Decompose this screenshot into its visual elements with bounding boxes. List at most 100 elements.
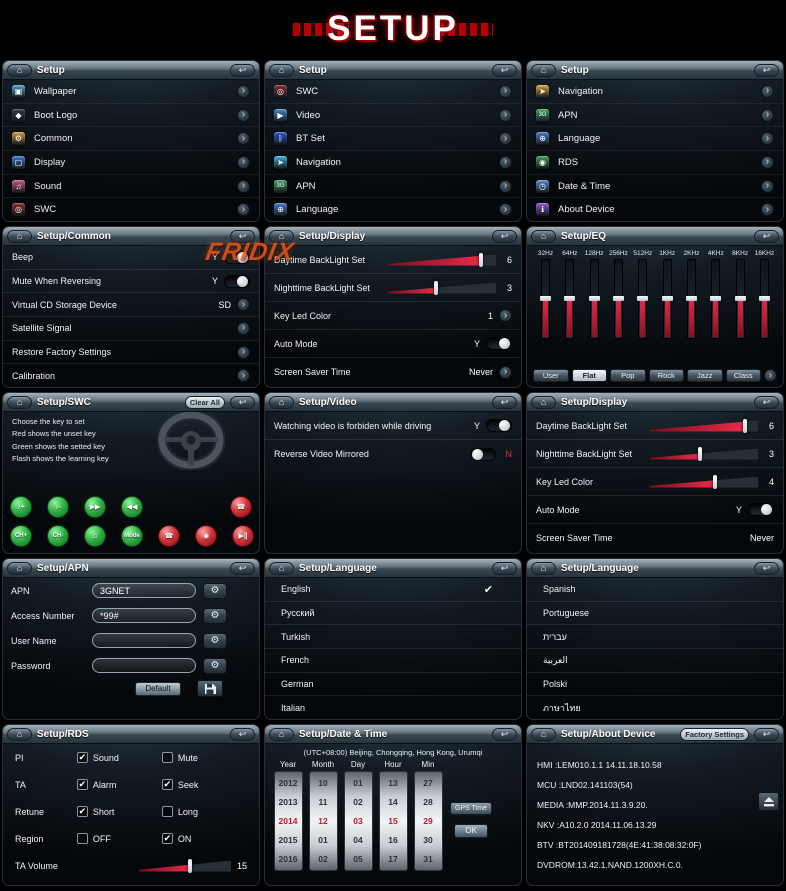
home-button[interactable]: ⌂ — [7, 561, 32, 575]
language-item[interactable]: French — [265, 649, 521, 673]
chevron-icon[interactable]: › — [499, 132, 512, 146]
chevron-icon[interactable]: › — [237, 108, 250, 122]
slider[interactable] — [388, 280, 496, 295]
menu-item[interactable]: ℹ About Device › — [527, 198, 783, 221]
picker-value[interactable]: 10 — [318, 777, 328, 788]
checkbox[interactable]: ✔ — [76, 752, 88, 763]
picker-value[interactable]: 15 — [388, 816, 398, 826]
home-button[interactable]: ⌂ — [269, 561, 294, 575]
home-button[interactable]: ⌂ — [7, 63, 32, 77]
eq-preset-class-button[interactable]: Class — [725, 369, 761, 382]
picker-value[interactable]: 28 — [423, 796, 433, 807]
home-button[interactable]: ⌂ — [531, 561, 556, 575]
gps-time-button[interactable]: GPS Time — [450, 801, 492, 815]
power-button[interactable]: ◉ — [195, 525, 217, 547]
checkbox[interactable]: ✔ — [161, 833, 173, 844]
language-item[interactable]: Polski — [527, 673, 783, 697]
back-button[interactable]: ↩ — [754, 63, 779, 77]
language-item[interactable]: Turkish — [265, 625, 521, 650]
ok-button[interactable]: OK — [454, 823, 488, 838]
language-item[interactable]: Italian — [265, 696, 521, 719]
picker-min[interactable]: 27 28 29 30 31 — [413, 771, 443, 871]
mode-button[interactable]: Mode — [121, 525, 143, 547]
picker-value[interactable]: 31 — [423, 854, 433, 865]
picker-value[interactable]: 17 — [388, 854, 398, 865]
picker-value[interactable]: 14 — [388, 796, 398, 807]
chevron-icon[interactable]: › — [761, 155, 774, 169]
home-button[interactable]: ⌂ — [7, 229, 32, 243]
chevron-icon[interactable]: › — [761, 108, 774, 122]
back-button[interactable]: ↩ — [754, 561, 779, 575]
slider[interactable] — [138, 858, 231, 873]
picker-value[interactable]: 13 — [388, 777, 398, 788]
menu-item[interactable]: 3G APN › — [527, 104, 783, 128]
chevron-icon[interactable]: › — [237, 179, 250, 193]
language-item[interactable]: German — [265, 673, 521, 697]
picker-value[interactable]: 2016 — [278, 854, 298, 865]
hangup-call-button[interactable]: ☎ — [158, 525, 180, 547]
language-item[interactable]: Spanish — [527, 578, 783, 602]
slider[interactable] — [650, 446, 758, 461]
picker-value[interactable]: 02 — [318, 854, 328, 865]
menu-item[interactable]: 3G APN › — [265, 175, 521, 199]
eq-band-knob[interactable] — [637, 296, 649, 301]
language-item[interactable]: ภาษาไทย — [527, 696, 783, 719]
chevron-icon[interactable]: › — [761, 132, 774, 146]
chevron-icon[interactable]: › — [237, 321, 250, 335]
chevron-icon[interactable]: › — [761, 84, 774, 98]
eq-band-knob[interactable] — [540, 296, 551, 301]
eq-preset-flat-button[interactable]: Flat — [571, 369, 607, 382]
home-button[interactable]: ⌂ — [269, 727, 294, 741]
eq-preset-user-button[interactable]: User — [533, 369, 569, 382]
prev-track-button[interactable]: ◀◀ — [121, 496, 143, 518]
picker-value[interactable]: 12 — [318, 816, 328, 826]
checkbox[interactable] — [161, 806, 173, 817]
back-button[interactable]: ↩ — [492, 727, 517, 741]
chevron-icon[interactable]: › — [761, 203, 774, 217]
field-settings-button[interactable]: ⚙ — [203, 582, 227, 599]
picker-value[interactable]: 2015 — [278, 835, 298, 846]
menu-item[interactable]: ➤ Navigation › — [527, 80, 783, 104]
home-button[interactable]: ⌂ — [7, 395, 32, 409]
language-item[interactable]: English ✔ — [265, 578, 521, 602]
home-button[interactable]: ⌂ — [531, 63, 556, 77]
slider-knob[interactable] — [187, 858, 192, 873]
home-button[interactable]: ⌂ — [269, 395, 294, 409]
language-item[interactable]: עברית — [527, 625, 783, 650]
eq-band-slider[interactable] — [758, 259, 770, 339]
picker-day[interactable]: 01 02 03 04 05 — [343, 771, 373, 871]
picker-value[interactable]: 2014 — [278, 816, 298, 826]
picker-value[interactable]: 03 — [353, 816, 363, 826]
menu-item[interactable]: ⊕ Language › — [265, 198, 521, 221]
home-button[interactable]: ⌂ — [7, 727, 32, 741]
back-button[interactable]: ↩ — [754, 395, 779, 409]
picker-value[interactable]: 02 — [353, 796, 363, 807]
back-button[interactable]: ↩ — [230, 561, 255, 575]
back-button[interactable]: ↩ — [754, 727, 779, 741]
eq-band-knob[interactable] — [710, 296, 722, 301]
toggle-switch[interactable] — [470, 447, 496, 461]
checkbox[interactable]: ✔ — [161, 779, 173, 790]
back-button[interactable]: ↩ — [492, 229, 517, 243]
chevron-icon[interactable]: › — [761, 179, 774, 193]
menu-item[interactable]: ◎ SWC › — [265, 80, 521, 104]
eq-preset-pop-button[interactable]: Pop — [610, 369, 646, 382]
language-item[interactable]: العربية — [527, 649, 783, 673]
eq-band-slider[interactable] — [588, 259, 600, 339]
picker-value[interactable]: 05 — [353, 854, 363, 865]
chevron-icon[interactable]: › — [499, 203, 512, 217]
volume-down-button[interactable]: ♪- — [47, 496, 69, 518]
language-item[interactable]: Portuguese — [527, 602, 783, 626]
picker-value[interactable]: 27 — [423, 777, 433, 788]
chevron-icon[interactable]: › — [499, 309, 512, 322]
eq-band-slider[interactable] — [612, 259, 624, 339]
eq-band-knob[interactable] — [661, 296, 673, 301]
toggle-switch[interactable] — [486, 337, 512, 350]
chevron-icon[interactable]: › — [499, 179, 512, 193]
eq-preset-rock-button[interactable]: Rock — [648, 369, 684, 382]
save-button[interactable] — [197, 680, 223, 697]
chevron-icon[interactable]: › — [237, 298, 250, 312]
picker-month[interactable]: 10 11 12 01 02 — [308, 771, 338, 871]
volume-up-button[interactable]: ♪+ — [10, 496, 32, 518]
chevron-icon[interactable]: › — [237, 203, 250, 217]
